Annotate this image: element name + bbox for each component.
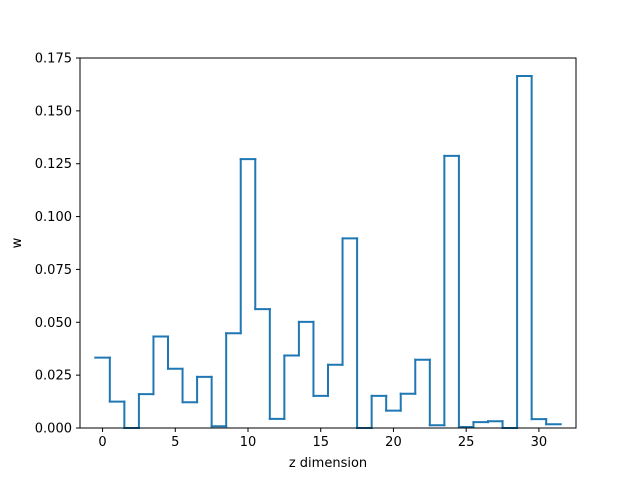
y-tick-label: 0.150 <box>35 104 72 119</box>
y-axis-ticks: 0.000 0.025 0.050 0.075 0.100 0.125 0.150 0.175 <box>35 52 80 437</box>
x-tick-label: 30 <box>531 435 548 450</box>
x-tick-label: 10 <box>240 435 257 450</box>
x-tick-label: 20 <box>385 435 402 450</box>
x-axis-ticks: 0 5 10 15 20 25 30 <box>98 428 547 450</box>
x-tick-label: 15 <box>312 435 329 450</box>
x-tick-label: 5 <box>171 435 179 450</box>
x-tick-label: 25 <box>458 435 475 450</box>
x-axis-label: z dimension <box>289 456 367 471</box>
y-tick-label: 0.100 <box>35 210 72 225</box>
y-tick-label: 0.050 <box>35 316 72 331</box>
y-axis-label: w <box>10 237 25 248</box>
series-layer <box>94 74 562 429</box>
y-tick-label: 0.075 <box>35 263 72 278</box>
y-tick-label: 0.125 <box>35 157 72 172</box>
x-tick-label: 0 <box>98 435 106 450</box>
y-tick-label: 0.000 <box>35 422 72 437</box>
y-tick-label: 0.025 <box>35 369 72 384</box>
plot-frame <box>79 57 577 429</box>
y-tick-label: 0.175 <box>35 52 72 67</box>
